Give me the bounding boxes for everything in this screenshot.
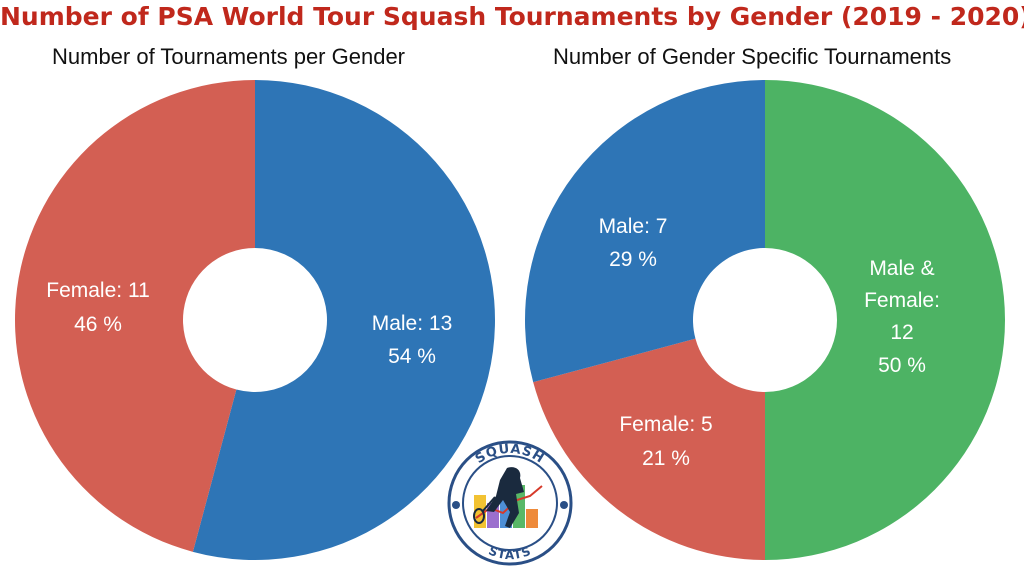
logo-dot-right <box>560 501 568 509</box>
squash-stats-logo: SQUASH STATS <box>447 440 573 566</box>
right-both-label-line2: Female: <box>864 289 940 312</box>
chart-title: Number of PSA World Tour Squash Tourname… <box>0 2 1024 31</box>
left-chart-title: Number of Tournaments per Gender <box>52 44 405 69</box>
right-donut-slice-male <box>525 80 765 383</box>
right-donut-chart <box>525 80 1005 560</box>
right-donut-slice-female <box>533 338 765 560</box>
right-male-percent: 29 % <box>609 248 657 271</box>
logo-bottom-text: STATS <box>487 544 534 562</box>
left-male-label: Male: 13 <box>372 312 453 335</box>
left-donut-slice-female <box>14 80 255 552</box>
right-female-label: Female: 5 <box>619 413 712 436</box>
right-female-percent: 21 % <box>642 447 690 470</box>
right-donut-slice-male-female <box>765 80 1005 560</box>
left-female-percent: 46 % <box>74 313 122 336</box>
right-both-label-line1: Male & <box>869 257 934 280</box>
left-donut-slice-male <box>192 80 495 560</box>
right-both-percent: 50 % <box>878 354 926 377</box>
right-chart-title: Number of Gender Specific Tournaments <box>553 44 952 69</box>
logo-player-silhouette <box>486 467 524 528</box>
logo-dot-left <box>452 501 460 509</box>
logo-racket-handle <box>481 496 496 513</box>
logo-bar-orange <box>526 509 538 528</box>
left-donut-chart <box>14 80 495 560</box>
right-male-label: Male: 7 <box>599 215 668 238</box>
right-both-value: 12 <box>890 321 913 344</box>
left-female-label: Female: 11 <box>46 279 150 302</box>
logo-racket-head <box>473 508 485 524</box>
left-male-percent: 54 % <box>388 345 436 368</box>
